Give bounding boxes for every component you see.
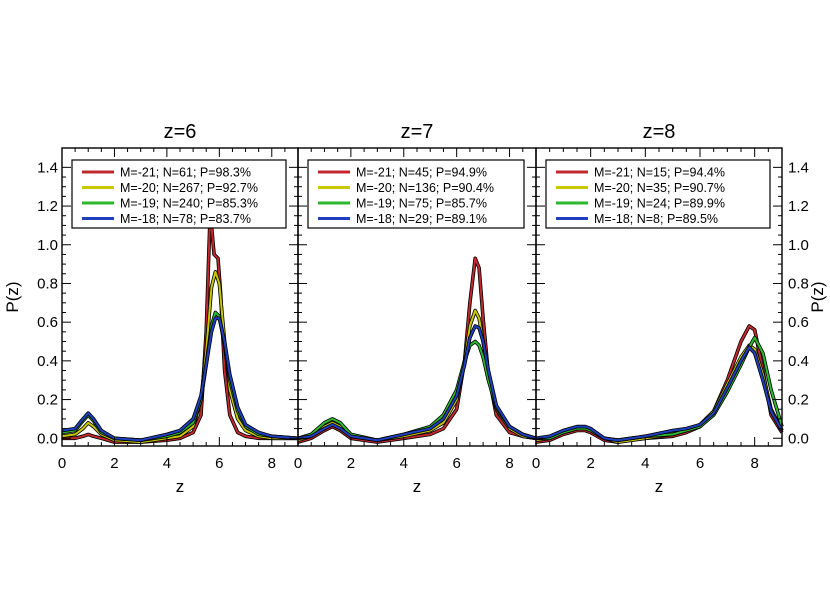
legend-entry: M=-18; N=29; P=89.1%	[356, 212, 487, 226]
series-line-outline	[535, 324, 784, 444]
series-line-outline	[61, 316, 299, 443]
series-group	[535, 324, 784, 444]
y-tick-label-right: 1.2	[788, 198, 809, 215]
y-tick-label-left: 0.0	[37, 430, 58, 447]
series-line-outline	[61, 310, 299, 443]
x-tick-label: 6	[452, 455, 460, 472]
y-tick-label-right: 1.0	[788, 237, 809, 254]
legend: M=-21; N=15; P=94.4%M=-20; N=35; P=90.7%…	[545, 159, 771, 229]
y-tick-label-right: 1.4	[788, 159, 809, 176]
series-line	[61, 270, 298, 444]
series-line-outline	[61, 269, 298, 444]
x-axis-title: z	[413, 477, 422, 496]
legend-entry: M=-20; N=267; P=92.7%	[120, 181, 258, 195]
panel-title: z=6	[164, 121, 197, 143]
x-tick-label: 4	[641, 455, 649, 472]
legend-entry: M=-20; N=35; P=90.7%	[594, 181, 725, 195]
legend-entry: M=-18; N=8; P=89.5%	[594, 212, 718, 226]
legend-entry: M=-21; N=61; P=98.3%	[120, 166, 251, 180]
series-line	[62, 210, 298, 444]
series-group	[61, 210, 299, 444]
x-tick-label: 2	[586, 455, 594, 472]
chart-panels: z=6 0 2 4 6 8 z M=-21; N=61; P=98.3%M=-20; N=26…	[3, 121, 827, 496]
y-tick-label-left: 1.2	[37, 198, 58, 215]
y-tick-label-right: 0.0	[788, 430, 809, 447]
series-line	[535, 325, 783, 444]
legend-entry: M=-20; N=136; P=90.4%	[356, 181, 494, 195]
y-tick-label-left: 1.4	[37, 159, 58, 176]
y-tick-label-left: 0.8	[37, 275, 58, 292]
x-axis-title: z	[655, 477, 664, 496]
y-tick-label-right: 0.4	[788, 353, 809, 370]
series-line	[297, 325, 537, 442]
series-line	[61, 317, 299, 442]
y-tick-label-right: 0.8	[788, 275, 809, 292]
x-tick-label: 8	[505, 455, 513, 472]
series-line	[61, 311, 299, 442]
x-tick-label: 4	[163, 455, 171, 472]
legend-entry: M=-19; N=75; P=85.7%	[356, 197, 487, 211]
x-tick-label: 6	[215, 455, 223, 472]
x-axis-title: z	[176, 477, 185, 496]
legend-entry: M=-18; N=78; P=83.7%	[120, 212, 251, 226]
panel-title: z=8	[643, 121, 676, 143]
x-tick-label: 6	[696, 455, 704, 472]
legend-entry: M=-21; N=45; P=94.9%	[356, 166, 487, 180]
y-tick-label-left: 0.2	[37, 392, 58, 409]
x-tick-label: 2	[347, 455, 355, 472]
y-tick-label-left: 0.4	[37, 353, 58, 370]
y-tick-label-right: 0.2	[788, 392, 809, 409]
y-tick-label-left: 1.0	[37, 237, 58, 254]
x-tick-label: 0	[58, 455, 66, 472]
x-tick-label: 8	[268, 455, 276, 472]
panel-2: z=7 0 2 4 6 8 z M=-21; N=45; P=94.9%M=-20; N=13…	[294, 121, 537, 496]
legend: M=-21; N=45; P=94.9%M=-20; N=136; P=90.4…	[307, 159, 525, 229]
series-line	[535, 346, 783, 442]
legend-entry: M=-19; N=24; P=89.9%	[594, 197, 725, 211]
series-line-outline	[62, 210, 298, 444]
x-tick-label: 0	[294, 455, 302, 472]
panel-title: z=7	[401, 121, 434, 143]
panel-3: z=8 0 2 4 6 8 z M=-21; N=15; P=94.4%M=-20; N=35…	[532, 121, 784, 496]
x-tick-label: 0	[532, 455, 540, 472]
x-tick-label: 2	[110, 455, 118, 472]
legend-entry: M=-19; N=240; P=85.3%	[120, 197, 258, 211]
legend-entry: M=-21; N=15; P=94.4%	[594, 166, 725, 180]
x-tick-label: 8	[750, 455, 758, 472]
series-line-outline	[535, 345, 784, 443]
y-axis-title-right: P(z)	[808, 281, 827, 312]
y-tick-label-left: 0.6	[37, 314, 58, 331]
legend: M=-21; N=61; P=98.3%M=-20; N=267; P=92.7…	[71, 159, 287, 229]
series-group	[297, 256, 537, 444]
y-axis-title-left: P(z)	[3, 281, 22, 312]
panel-1: z=6 0 2 4 6 8 z M=-21; N=61; P=98.3%M=-20; N=26…	[58, 121, 299, 496]
x-tick-label: 4	[400, 455, 408, 472]
y-tick-label-right: 0.6	[788, 314, 809, 331]
series-line	[536, 336, 783, 442]
